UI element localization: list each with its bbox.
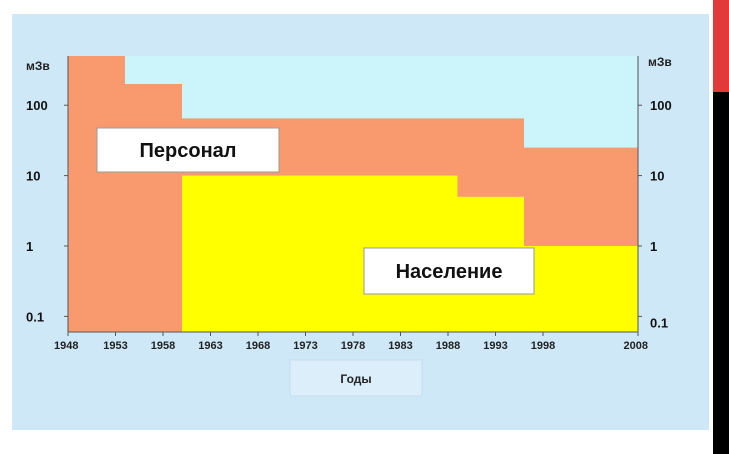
series-2-step-4 <box>524 245 638 332</box>
chart-panel: 0.1 0.1 1 1 10 10 100 100 1948 1953 1958 1963 1968 1… <box>12 14 709 430</box>
x-tick-label: 1988 <box>436 340 460 352</box>
x-tick-label: 1983 <box>388 340 412 352</box>
x-tick-label: 1968 <box>246 340 270 352</box>
x-tick-label: 1978 <box>341 340 365 352</box>
x-tick-label: 1963 <box>198 340 222 352</box>
y-tick-label-left: 100 <box>26 98 48 113</box>
y-tick-label-right: 10 <box>650 169 664 184</box>
personnel-label: Персонал <box>140 140 237 162</box>
y-axis-unit-right: мЗв <box>648 55 672 69</box>
x-tick-label: 1948 <box>54 340 78 352</box>
x-tick-label: 1953 <box>103 340 127 352</box>
red-accent-bar <box>713 0 729 92</box>
x-tick-label: 1998 <box>531 340 555 352</box>
y-axis-unit-left: мЗв <box>26 59 50 73</box>
x-tick-label: 1958 <box>151 340 175 352</box>
black-side-bar <box>713 92 729 454</box>
x-tick-label: 2008 <box>624 340 648 352</box>
y-tick-label-right: 1 <box>650 239 657 254</box>
y-tick-label-left: 1 <box>26 239 33 254</box>
personnel-label-box <box>96 127 280 173</box>
dose-limit-chart: 0.1 0.1 1 1 10 10 100 100 1948 1953 1958 1963 1968 1… <box>12 14 709 430</box>
x-tick-label: 1973 <box>293 340 317 352</box>
y-tick-label-right: 100 <box>650 98 672 113</box>
population-label-box <box>363 247 535 295</box>
x-axis-title: Годы <box>340 372 371 386</box>
series-1-step-2 <box>125 84 182 332</box>
series-1-step-1 <box>68 56 125 332</box>
y-tick-label-left: 10 <box>26 169 40 184</box>
population-label: Население <box>396 261 503 283</box>
y-tick-label-left: 0.1 <box>26 309 44 324</box>
x-tick-label: 1993 <box>483 340 507 352</box>
y-tick-label-right: 0.1 <box>650 315 668 330</box>
x-axis-title-box <box>289 359 423 397</box>
